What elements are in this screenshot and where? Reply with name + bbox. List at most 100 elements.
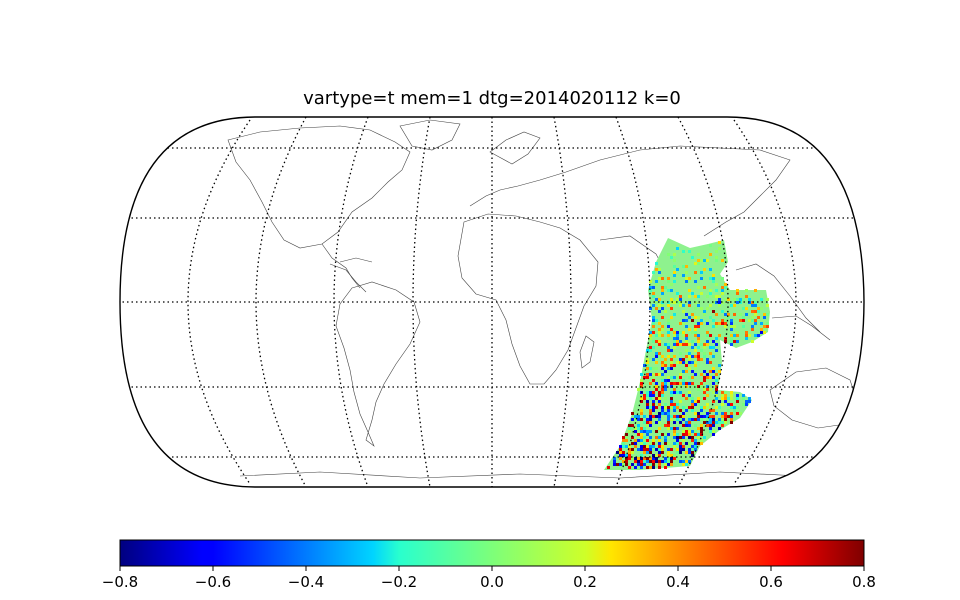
field-cell: [694, 325, 697, 328]
field-cell: [700, 382, 703, 385]
field-cell: [733, 409, 736, 412]
field-cell: [760, 307, 763, 310]
field-cell: [658, 352, 661, 355]
field-cell: [709, 253, 712, 256]
field-cell: [718, 301, 721, 304]
field-cell: [715, 391, 718, 394]
field-cell: [622, 442, 625, 445]
field-cell: [628, 430, 631, 433]
field-cell: [664, 460, 667, 463]
field-cell: [739, 313, 742, 316]
field-cell: [646, 448, 649, 451]
field-cell: [676, 391, 679, 394]
field-cell: [736, 292, 739, 295]
field-cell: [715, 343, 718, 346]
field-cell: [685, 361, 688, 364]
field-cell: [679, 421, 682, 424]
field-cell: [691, 397, 694, 400]
field-cell: [712, 295, 715, 298]
field-cell: [703, 370, 706, 373]
field-cell: [643, 463, 646, 466]
field-cell: [676, 331, 679, 334]
field-cell: [715, 256, 718, 259]
field-cell: [646, 460, 649, 463]
field-cell: [619, 454, 622, 457]
field-cell: [715, 325, 718, 328]
field-cell: [745, 334, 748, 337]
field-cell: [712, 274, 715, 277]
field-cell: [670, 355, 673, 358]
field-cell: [628, 448, 631, 451]
field-cell: [700, 319, 703, 322]
field-cell: [748, 397, 751, 400]
field-cell: [655, 280, 658, 283]
field-cell: [688, 343, 691, 346]
field-cell: [715, 289, 718, 292]
field-cell: [646, 361, 649, 364]
field-cell: [679, 373, 682, 376]
field-cell: [676, 436, 679, 439]
field-cell: [673, 454, 676, 457]
field-cell: [652, 457, 655, 460]
field-cell: [721, 322, 724, 325]
field-cell: [685, 409, 688, 412]
field-cell: [679, 460, 682, 463]
field-cell: [655, 268, 658, 271]
field-cell: [709, 304, 712, 307]
field-cell: [703, 379, 706, 382]
field-cell: [649, 289, 652, 292]
field-cell: [682, 412, 685, 415]
field-cell: [688, 451, 691, 454]
field-cell: [652, 367, 655, 370]
field-cell: [655, 397, 658, 400]
field-cell: [652, 316, 655, 319]
field-cell: [694, 418, 697, 421]
field-cell: [667, 427, 670, 430]
field-cell: [649, 445, 652, 448]
field-cell: [691, 436, 694, 439]
field-cell: [706, 406, 709, 409]
field-cell: [685, 277, 688, 280]
field-cell: [667, 463, 670, 466]
field-cell: [697, 262, 700, 265]
field-cell: [673, 301, 676, 304]
field-cell: [673, 337, 676, 340]
field-cell: [661, 304, 664, 307]
field-cell: [649, 409, 652, 412]
field-cell: [748, 334, 751, 337]
field-cell: [646, 451, 649, 454]
field-cell: [625, 460, 628, 463]
field-cell: [685, 430, 688, 433]
field-cell: [682, 424, 685, 427]
field-cell: [703, 343, 706, 346]
field-cell: [637, 433, 640, 436]
field-cell: [667, 418, 670, 421]
field-cell: [664, 457, 667, 460]
field-cell: [712, 370, 715, 373]
field-cell: [724, 325, 727, 328]
field-cell: [643, 415, 646, 418]
field-cell: [757, 316, 760, 319]
field-cell: [679, 451, 682, 454]
field-cell: [688, 250, 691, 253]
field-cell: [655, 382, 658, 385]
field-cell: [715, 412, 718, 415]
field-cell: [658, 436, 661, 439]
field-cell: [652, 379, 655, 382]
field-cell: [631, 448, 634, 451]
field-cell: [742, 307, 745, 310]
field-cell: [664, 382, 667, 385]
field-cell: [616, 451, 619, 454]
field-cell: [703, 268, 706, 271]
field-cell: [691, 340, 694, 343]
field-cell: [730, 343, 733, 346]
field-cell: [643, 448, 646, 451]
field-cell: [709, 346, 712, 349]
field-cell: [697, 433, 700, 436]
field-cell: [688, 421, 691, 424]
field-cell: [673, 382, 676, 385]
field-cell: [712, 418, 715, 421]
field-cell: [679, 361, 682, 364]
field-cell: [673, 388, 676, 391]
field-cell: [691, 370, 694, 373]
